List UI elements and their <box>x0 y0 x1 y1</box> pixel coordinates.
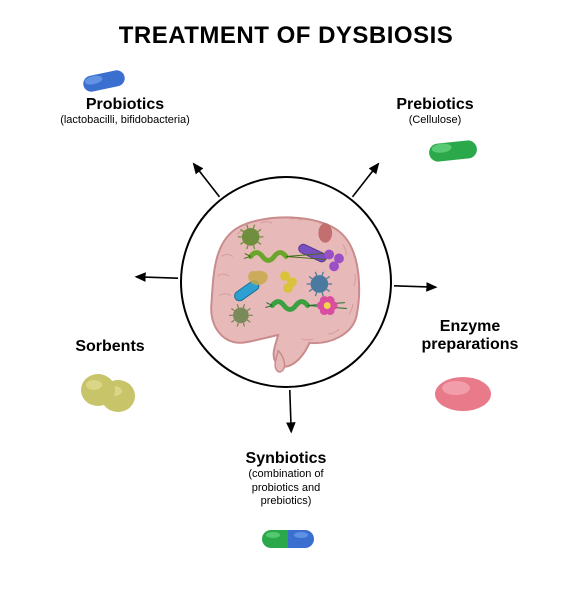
intestine-icon <box>182 178 390 386</box>
prebiotics-sublabel: (Cellulose) <box>360 114 510 127</box>
branch-probiotics: Probiotics (lactobacilli, bifidobacteria… <box>40 96 210 128</box>
branch-synbiotics: Synbiotics (combination ofprobiotics and… <box>206 450 366 508</box>
branch-prebiotics: Prebiotics (Cellulose) <box>360 96 510 128</box>
pill-synbiotics-icon <box>256 524 320 554</box>
intestine-circle <box>180 176 392 388</box>
pill-prebiotics-icon <box>418 134 488 168</box>
synbiotics-sublabel: (combination ofprobiotics andprebiotics) <box>206 468 366 508</box>
sorbents-label: Sorbents <box>50 338 170 356</box>
prebiotics-label: Prebiotics <box>360 96 510 114</box>
branch-sorbents: Sorbents <box>50 338 170 356</box>
pill-sorbents-icon <box>72 368 152 418</box>
enzyme-label: Enzymepreparations <box>400 318 540 355</box>
branch-enzyme: Enzymepreparations <box>400 318 540 355</box>
pill-probiotics-icon <box>74 66 134 96</box>
probiotics-sublabel: (lactobacilli, bifidobacteria) <box>40 114 210 127</box>
pill-enzyme-icon <box>428 370 498 418</box>
probiotics-label: Probiotics <box>40 96 210 114</box>
synbiotics-label: Synbiotics <box>206 450 366 468</box>
center-diagram <box>180 176 392 388</box>
page-title: TREATMENT OF DYSBIOSIS <box>0 22 572 50</box>
